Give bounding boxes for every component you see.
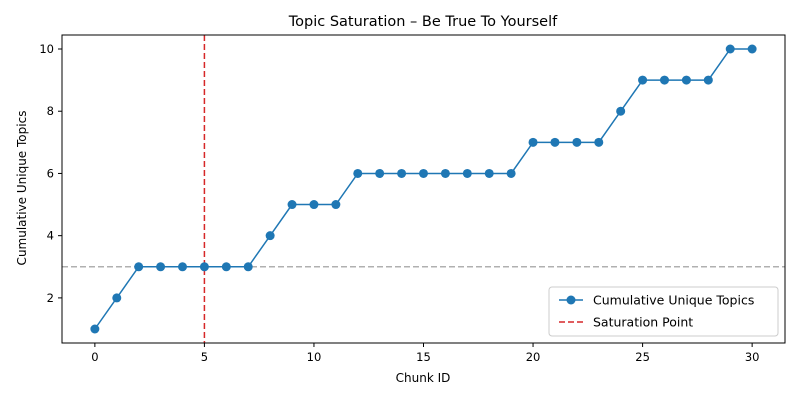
data-point — [528, 137, 538, 147]
x-tick-label: 30 — [745, 350, 760, 364]
data-point — [616, 106, 626, 116]
legend-label-saturation: Saturation Point — [593, 315, 693, 330]
data-point — [353, 168, 363, 178]
x-tick-label: 10 — [307, 350, 322, 364]
data-point — [484, 168, 494, 178]
legend-label-cumulative: Cumulative Unique Topics — [593, 293, 754, 308]
legend-series-marker — [566, 295, 576, 305]
y-tick-label: 4 — [47, 229, 54, 243]
data-point — [747, 44, 757, 54]
y-tick-label: 10 — [39, 42, 54, 56]
chart-title: Topic Saturation – Be True To Yourself — [288, 14, 558, 30]
data-point — [199, 262, 209, 272]
data-point — [419, 168, 428, 178]
data-point — [572, 137, 582, 147]
data-point — [506, 168, 516, 178]
data-point — [703, 75, 713, 85]
data-point — [287, 200, 297, 210]
data-point — [243, 262, 253, 272]
legend-box — [548, 286, 779, 337]
x-tick-label: 0 — [91, 350, 98, 364]
data-point — [375, 168, 385, 178]
data-point — [594, 137, 604, 147]
data-point — [462, 168, 472, 178]
x-axis-label: Chunk ID — [396, 371, 451, 385]
x-tick-label: 20 — [526, 350, 541, 364]
data-point — [681, 75, 691, 85]
data-point — [134, 262, 144, 272]
data-point — [90, 324, 100, 334]
data-point — [725, 44, 735, 54]
x-tick-label: 15 — [416, 350, 431, 364]
data-point — [221, 262, 231, 272]
x-tick-label: 25 — [635, 350, 650, 364]
data-point — [309, 200, 319, 210]
y-tick-label: 6 — [47, 166, 54, 180]
data-point — [638, 75, 648, 85]
data-point — [660, 75, 669, 85]
data-point — [178, 262, 187, 272]
x-tick-label: 5 — [201, 350, 208, 364]
plot-area: 0 5 10 15 20 25 30 2 4 6 8 10 — [39, 34, 786, 364]
data-point — [265, 231, 275, 241]
data-point — [440, 168, 450, 178]
data-point — [112, 293, 122, 303]
data-point — [550, 137, 560, 147]
data-point — [156, 262, 166, 272]
y-tick-label: 2 — [47, 291, 54, 305]
y-tick-label: 8 — [47, 104, 54, 118]
y-axis-label: Cumulative Unique Topics — [15, 111, 29, 266]
data-point — [397, 168, 407, 178]
legend: Cumulative Unique Topics Saturation Point — [548, 286, 779, 337]
data-point — [331, 200, 341, 210]
